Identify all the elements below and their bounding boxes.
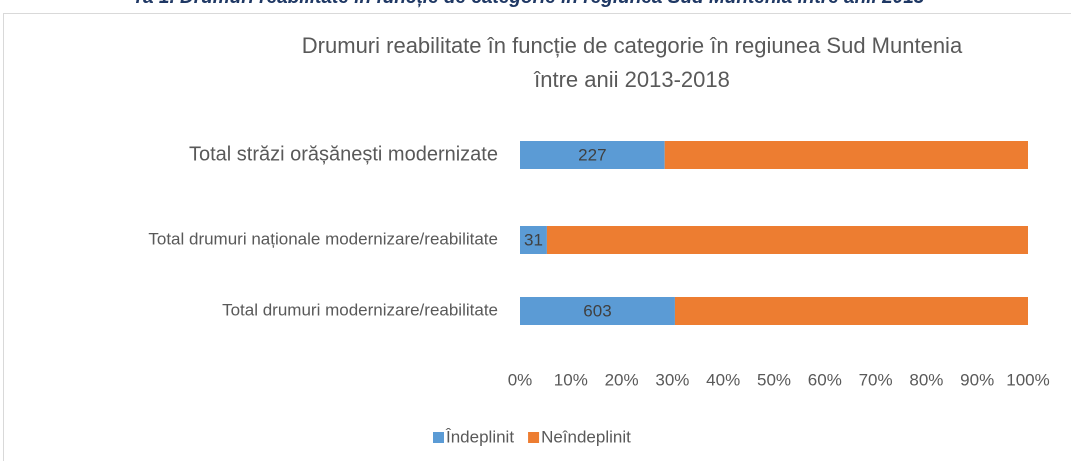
legend-swatch bbox=[528, 432, 540, 443]
x-tick-label: 80% bbox=[909, 370, 943, 389]
x-tick-label: 30% bbox=[655, 370, 689, 389]
legend-label: Îndeplinit bbox=[445, 427, 514, 446]
bar-segment bbox=[520, 297, 675, 325]
legend-swatch bbox=[433, 432, 444, 443]
x-tick-label: 10% bbox=[554, 370, 588, 389]
x-tick-label: 100% bbox=[1006, 370, 1049, 389]
y-tick-label: Total drumuri naționale modernizare/reab… bbox=[148, 229, 498, 248]
bar-segment bbox=[674, 297, 1028, 325]
chart-title: Drumuri reabilitate în funcție de catego… bbox=[302, 33, 963, 58]
chart-title: între anii 2013-2018 bbox=[533, 67, 730, 92]
x-tick-label: 70% bbox=[859, 370, 893, 389]
x-tick-label: 60% bbox=[808, 370, 842, 389]
data-label: 227 bbox=[578, 145, 606, 164]
bar-segment bbox=[546, 226, 1028, 254]
bar-segment bbox=[664, 141, 1028, 169]
data-label: 31 bbox=[524, 230, 543, 249]
x-tick-label: 50% bbox=[757, 370, 791, 389]
y-tick-label: Total străzi orășănești modernizate bbox=[189, 143, 498, 165]
data-label: 603 bbox=[583, 301, 611, 320]
x-tick-label: 90% bbox=[960, 370, 994, 389]
x-tick-label: 0% bbox=[508, 370, 533, 389]
bar-segment bbox=[520, 226, 547, 254]
x-tick-label: 20% bbox=[605, 370, 639, 389]
legend-label: Neîndeplinit bbox=[541, 427, 631, 446]
caption: ra 1. Drumuri reabilitate în funcție de … bbox=[136, 0, 925, 8]
x-tick-label: 40% bbox=[706, 370, 740, 389]
bar-segment bbox=[520, 141, 665, 169]
y-tick-label: Total drumuri modernizare/reabilitate bbox=[222, 300, 498, 319]
chart-border bbox=[3, 13, 1071, 461]
